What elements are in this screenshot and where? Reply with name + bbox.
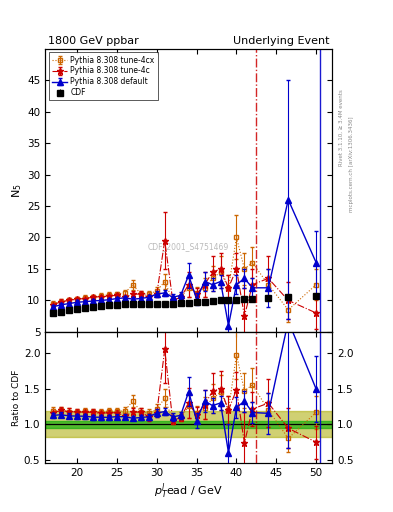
Text: CDF_2001_S4751469: CDF_2001_S4751469 xyxy=(148,242,229,251)
Y-axis label: Ratio to CDF: Ratio to CDF xyxy=(12,370,21,426)
Text: mcplots.cern.ch [arXiv:1306.3436]: mcplots.cern.ch [arXiv:1306.3436] xyxy=(349,116,354,211)
Legend: Pythia 8.308 tune-4cx, Pythia 8.308 tune-4c, Pythia 8.308 default, CDF: Pythia 8.308 tune-4cx, Pythia 8.308 tune… xyxy=(49,52,158,100)
Y-axis label: N$_5$: N$_5$ xyxy=(11,183,24,198)
Text: Rivet 3.1.10, ≥ 3.4M events: Rivet 3.1.10, ≥ 3.4M events xyxy=(339,90,344,166)
Bar xyxy=(45,421,332,428)
Text: Underlying Event: Underlying Event xyxy=(233,36,329,47)
X-axis label: $p_T^{l}$ead / GeV: $p_T^{l}$ead / GeV xyxy=(154,481,223,501)
Text: 1800 GeV ppbar: 1800 GeV ppbar xyxy=(48,36,139,47)
Bar xyxy=(45,412,332,437)
